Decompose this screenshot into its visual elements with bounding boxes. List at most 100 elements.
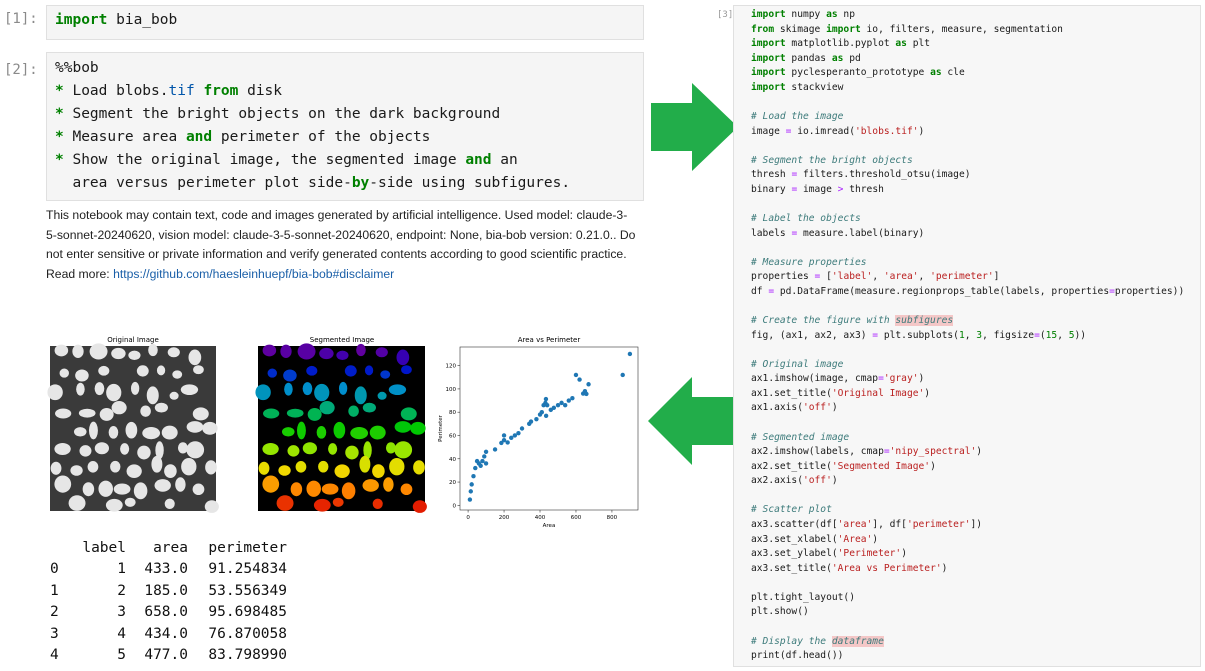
arrows [648, 83, 738, 465]
blob [350, 426, 369, 440]
table-row: 0 1 433.0 91.254834 [50, 559, 287, 581]
code-line: properties = ['label', 'area', 'perimete… [751, 271, 1000, 283]
scatter-point [471, 474, 476, 479]
original-blobs [47, 343, 219, 513]
scatter-point [562, 403, 568, 408]
blob [262, 443, 279, 455]
x-tick-label: 800 [607, 515, 618, 521]
blob [281, 427, 295, 437]
blob [389, 458, 405, 476]
blob [186, 441, 205, 459]
blob [263, 408, 280, 419]
table-row: 1 2 185.0 53.556349 [50, 580, 287, 602]
scatter-point [543, 413, 549, 419]
scatter-point [528, 419, 534, 424]
disclaimer-link[interactable]: https://github.com/haesleinhuepf/bia-bob… [113, 266, 395, 281]
scatter-point [555, 403, 561, 408]
code-line: plt.tight_layout() [751, 591, 855, 603]
blob [334, 464, 350, 478]
blob [318, 460, 329, 473]
blob [307, 408, 322, 421]
blob [354, 386, 367, 405]
scatter-point [573, 372, 579, 378]
blob [186, 421, 204, 433]
blob [70, 465, 83, 476]
blob [375, 347, 388, 358]
arrow-left [648, 377, 733, 465]
table-cell: 76.870058 [208, 625, 287, 642]
blob [78, 408, 96, 418]
y-axis-label: Perimeter [438, 414, 444, 442]
code-line: * Segment the bright objects on the dark… [55, 106, 501, 122]
table-cell: 434.0 [144, 625, 188, 642]
blob [154, 479, 171, 492]
scatter-point [516, 430, 521, 436]
scatter-point [478, 463, 483, 468]
blob [111, 347, 126, 360]
table-cell: perimeter [208, 539, 287, 556]
scatter-point [480, 458, 485, 464]
blob [377, 391, 387, 400]
code-cell[interactable]: import numpy as np from skimage import io… [733, 5, 1201, 667]
blob [400, 483, 413, 496]
scatter-point [545, 403, 550, 408]
blob [161, 425, 178, 440]
code-cell[interactable]: import bia_bob [46, 5, 644, 40]
scatter-point [519, 426, 525, 431]
table-cell: 658.0 [144, 604, 188, 621]
blob [306, 480, 321, 497]
blob [338, 381, 348, 395]
blob [128, 350, 141, 360]
blob [89, 343, 108, 360]
blob [120, 443, 130, 455]
code-line: from skimage import io, filters, measure… [751, 23, 1063, 35]
y-tick-label: 100 [446, 387, 457, 393]
table-cell: 185.0 [144, 582, 188, 599]
blob [314, 383, 330, 402]
code-line: plt.show() [751, 606, 809, 618]
scatter-point [566, 398, 571, 403]
blob [262, 475, 280, 493]
blob [383, 477, 394, 492]
blob [359, 455, 371, 473]
blob [295, 460, 307, 473]
code-line: binary = image > thresh [751, 183, 884, 195]
blob [313, 498, 331, 512]
code-line: # Label the objects [751, 212, 861, 224]
blob [110, 460, 121, 473]
blob [278, 465, 291, 476]
blob [341, 482, 356, 500]
blob [344, 365, 357, 377]
blob [137, 445, 151, 460]
table-cell: label [82, 539, 126, 556]
x-tick-label: 200 [499, 515, 510, 521]
code-line: area versus perimeter plot side-by-side … [55, 175, 571, 191]
blob [164, 498, 175, 510]
blob [136, 365, 149, 377]
blob [205, 460, 217, 475]
x-axis-label: Area [543, 523, 556, 529]
code-cell[interactable]: %%bob * Load blobs.tif from disk * Segment… [46, 52, 644, 201]
table-row: 2 3 658.0 95.698485 [50, 602, 287, 624]
blob [154, 402, 168, 413]
x-tick-label: 400 [535, 515, 546, 521]
blob [412, 500, 427, 513]
code-line: ax3.set_ylabel('Perimeter') [751, 548, 907, 560]
code-line: * Load blobs.tif from disk [55, 83, 283, 99]
y-tick-label: 0 [453, 503, 457, 509]
blob [164, 464, 177, 478]
figure-group: Original Image Segmented Image Area vs P… [47, 336, 639, 529]
blob [362, 479, 379, 492]
x-tick-label: 600 [571, 515, 582, 521]
blob [192, 483, 205, 496]
blob [396, 349, 410, 366]
code-line: import pyclesperanto_prototype as cle [751, 67, 965, 79]
blob [98, 480, 113, 497]
blob [146, 386, 159, 405]
scatter-point [577, 377, 582, 382]
cell-prompt: [1]: [4, 11, 38, 27]
blob [68, 495, 86, 511]
scatter-point [468, 489, 473, 494]
table-row: 3 4 434.0 76.870058 [50, 623, 287, 645]
blob [59, 368, 69, 378]
